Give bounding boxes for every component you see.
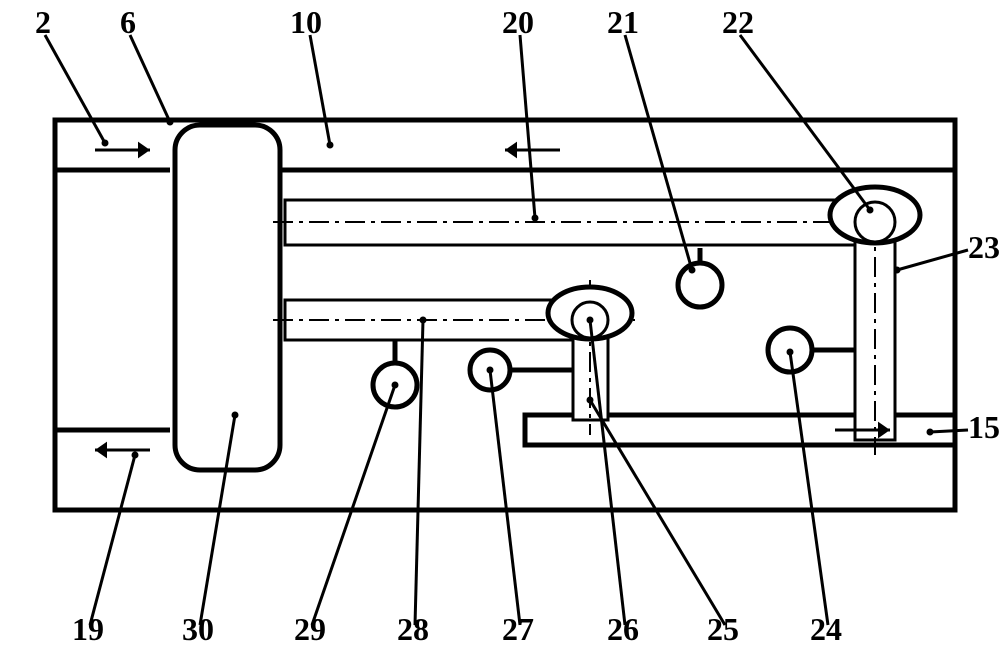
leader-15 — [930, 430, 968, 432]
label-15: 15 — [968, 409, 1000, 445]
leader-2-dot — [102, 140, 109, 147]
leader-15-dot — [927, 429, 934, 436]
leader-10-dot — [327, 142, 334, 149]
label-20: 20 — [502, 4, 534, 40]
leader-20-dot — [532, 215, 539, 222]
leader-25-dot — [587, 397, 594, 404]
node-21 — [678, 263, 722, 307]
leader-30-dot — [232, 412, 239, 419]
label-26: 26 — [607, 611, 639, 647]
label-19: 19 — [72, 611, 104, 647]
label-6: 6 — [120, 4, 136, 40]
label-30: 30 — [182, 611, 214, 647]
leader-27-dot — [487, 367, 494, 374]
leader-26-dot — [587, 317, 594, 324]
leader-29-dot — [392, 382, 399, 389]
leader-19-dot — [132, 452, 139, 459]
leader-24-dot — [787, 349, 794, 356]
leader-28-dot — [420, 317, 427, 324]
leader-6-dot — [167, 119, 174, 126]
leader-23-dot — [894, 267, 901, 274]
leader-21-dot — [689, 267, 696, 274]
block-30 — [175, 125, 280, 470]
joint-22 — [830, 187, 920, 243]
label-23: 23 — [968, 229, 1000, 265]
label-29: 29 — [294, 611, 326, 647]
label-2: 2 — [35, 4, 51, 40]
label-10: 10 — [290, 4, 322, 40]
leader-22-dot — [867, 207, 874, 214]
label-22: 22 — [722, 4, 754, 40]
label-28: 28 — [397, 611, 429, 647]
label-24: 24 — [810, 611, 842, 647]
label-25: 25 — [707, 611, 739, 647]
label-27: 27 — [502, 611, 534, 647]
label-21: 21 — [607, 4, 639, 40]
